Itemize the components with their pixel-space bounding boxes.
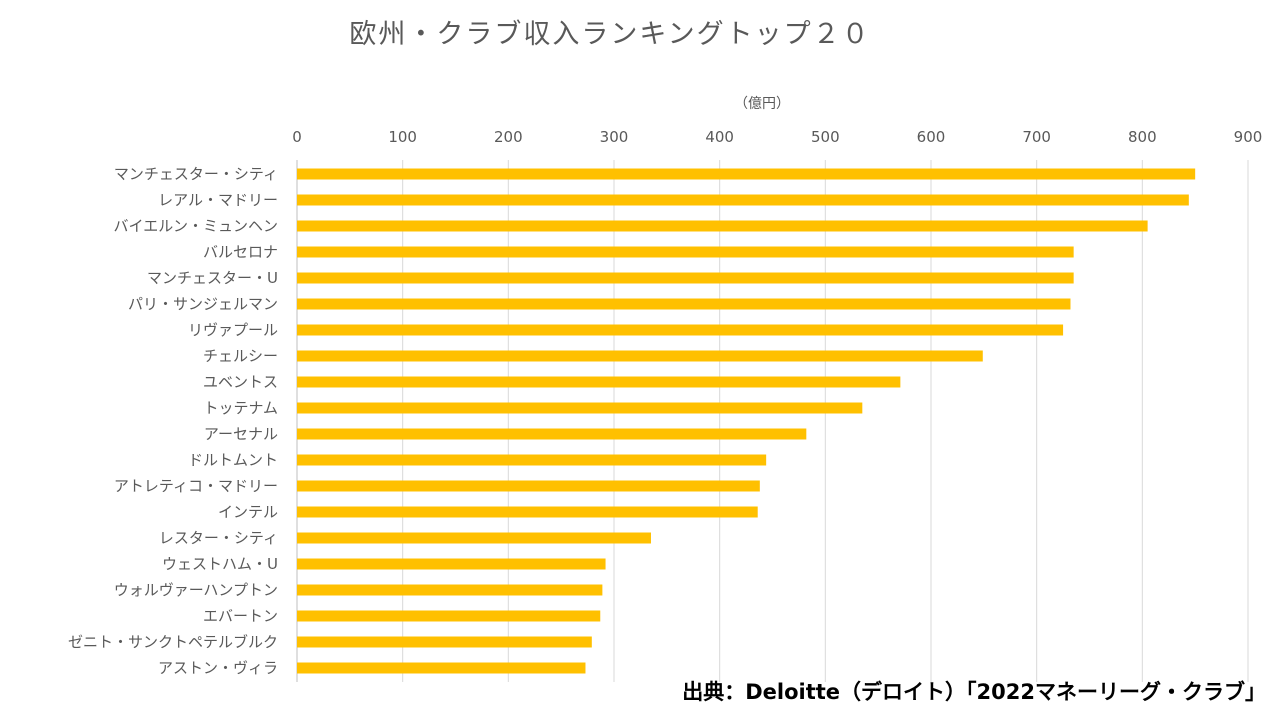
bar	[297, 168, 1196, 180]
x-axis-ticks: 0 100 200 300 400 500 600 700 800 900	[292, 128, 1262, 146]
bar	[297, 532, 651, 544]
bars	[297, 168, 1196, 674]
bar	[297, 636, 592, 648]
unit-label: （億円）	[734, 96, 790, 112]
bar	[297, 428, 807, 440]
bar	[297, 662, 586, 674]
x-tick-label: 0	[292, 128, 302, 146]
gridlines	[296, 160, 1249, 682]
bar	[297, 350, 983, 362]
category-label: アトレティコ・マドリー	[114, 477, 278, 495]
bar	[297, 506, 758, 518]
bar	[297, 220, 1148, 232]
category-label: ゼニト・サンクトペテルブルク	[68, 633, 278, 651]
category-label: バルセロナ	[203, 243, 278, 261]
category-label: アーセナル	[204, 425, 278, 443]
bar	[297, 298, 1071, 310]
category-label: エバートン	[203, 607, 278, 625]
category-label: トッテナム	[203, 399, 278, 417]
category-label: インテル	[218, 503, 278, 521]
x-tick-label: 600	[917, 128, 946, 146]
bar	[297, 610, 601, 622]
x-tick-label: 900	[1234, 128, 1263, 146]
category-label: ユベントス	[203, 373, 278, 391]
category-label: ウェストハム・U	[162, 555, 278, 573]
bar	[297, 402, 863, 414]
category-label: レスター・シティ	[159, 529, 278, 547]
category-label: マンチェスター・U	[147, 269, 278, 287]
bar	[297, 324, 1064, 336]
bar	[297, 272, 1074, 284]
x-tick-label: 300	[600, 128, 629, 146]
chart-title: 欧州・クラブ収入ランキングトップ２０	[349, 19, 870, 50]
category-label: ドルトムント	[188, 451, 278, 469]
x-tick-label: 800	[1128, 128, 1157, 146]
category-label: マンチェスター・シティ	[114, 165, 278, 183]
category-label: アストン・ヴィラ	[158, 659, 278, 677]
x-tick-label: 200	[494, 128, 523, 146]
x-tick-label: 400	[705, 128, 734, 146]
bar	[297, 480, 760, 492]
bar	[297, 376, 901, 388]
category-label: レアル・マドリー	[158, 191, 278, 209]
bar	[297, 246, 1074, 258]
category-label: リヴァプール	[188, 321, 278, 339]
x-tick-label: 500	[811, 128, 840, 146]
bar	[297, 558, 606, 570]
category-label: ウォルヴァーハンプトン	[114, 581, 278, 599]
x-tick-label: 700	[1022, 128, 1051, 146]
bar	[297, 194, 1189, 206]
category-labels: マンチェスター・シティレアル・マドリーバイエルン・ミュンヘンバルセロナマンチェス…	[68, 165, 278, 677]
bar	[297, 584, 603, 596]
source-note: 出典：Deloitte（デロイト）「2022マネーリーグ・クラブ」	[682, 680, 1266, 704]
category-label: チェルシー	[203, 347, 278, 365]
bar	[297, 454, 767, 466]
x-tick-label: 100	[388, 128, 417, 146]
category-label: バイエルン・ミュンヘン	[113, 217, 278, 235]
category-label: パリ・サンジェルマン	[128, 295, 278, 313]
